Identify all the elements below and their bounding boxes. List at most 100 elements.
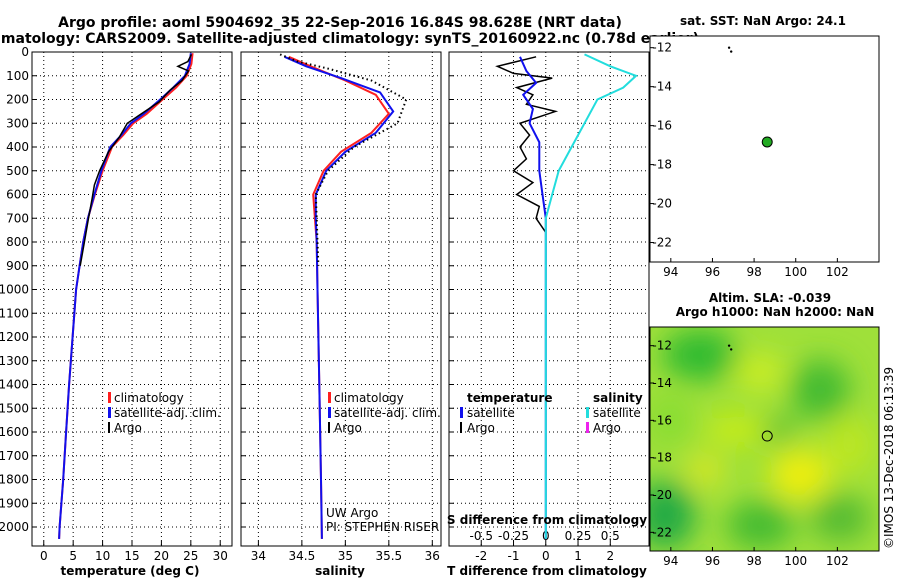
- legend-t-satellite: satellite: [467, 406, 515, 420]
- x-tick-label: 34: [251, 549, 266, 563]
- legend-salinity-title: salinity: [593, 391, 643, 405]
- x-tick-label-2: 0.5: [601, 529, 620, 543]
- y-tick-label: 1500: [0, 401, 29, 415]
- salinity-x-label: salinity: [315, 564, 365, 578]
- y-tick-label: 200: [6, 93, 29, 107]
- series-t-argo: [495, 56, 559, 266]
- x-tick-label: 25: [183, 549, 198, 563]
- series-climatology: [288, 55, 391, 539]
- difference-x-label-2: S difference from climatology: [447, 513, 647, 527]
- difference-chart: -2 -1 0 1 2-0.5 -0.25 0 0.25 0.5: [449, 51, 649, 563]
- x-tick-label-2: 0.25: [565, 529, 592, 543]
- temperature-chart: 0100200300400500600700800900100011001200…: [0, 45, 232, 563]
- temperature-legend: climatology satellite-adj. clim. Argo: [108, 391, 221, 435]
- map-y-tick-label: -20: [652, 197, 672, 211]
- x-tick-label: 10: [95, 549, 110, 563]
- map-y-tick-label: -16: [652, 413, 672, 427]
- y-tick-label: 1400: [0, 378, 29, 392]
- x-tick-label: 0: [542, 549, 550, 563]
- x-tick-label: -2: [475, 549, 487, 563]
- x-tick-label: -1: [508, 549, 520, 563]
- legend-climatology: climatology: [334, 391, 404, 405]
- legend-argo: Argo: [334, 421, 362, 435]
- track-point: [729, 50, 733, 53]
- y-tick-label: 1900: [0, 496, 29, 510]
- y-tick-label: 1200: [0, 330, 29, 344]
- track-point: [727, 46, 731, 49]
- map-x-tick-label: 100: [784, 554, 807, 568]
- series-s-satellite: [544, 53, 638, 539]
- sla-map-frame: [649, 326, 880, 552]
- sst-map: 94 96 98 100 102 -12 -14 -16 -18 -20 -22: [650, 41, 849, 279]
- x-tick-label: 1: [574, 549, 582, 563]
- salinity-panel: [240, 51, 442, 547]
- x-tick-label: 35: [338, 549, 353, 563]
- map-x-tick-label: 102: [826, 554, 849, 568]
- legend-s-argo: Argo: [593, 421, 621, 435]
- legend-swatch-satellite: [108, 407, 111, 418]
- map-x-tick-label: 96: [705, 265, 720, 279]
- map-x-tick-label: 98: [746, 554, 761, 568]
- map-x-tick-label: 96: [705, 554, 720, 568]
- salinity-legend: climatology satellite-adj. clim. Argo: [328, 391, 441, 435]
- track-point: [727, 344, 731, 347]
- series-argo: [279, 53, 408, 266]
- x-tick-label-2: -0.25: [498, 529, 529, 543]
- y-tick-label: 100: [6, 69, 29, 83]
- legend-swatch-s-argo: [586, 422, 589, 433]
- y-tick-label: 900: [6, 259, 29, 273]
- y-tick-label: 1300: [0, 354, 29, 368]
- map-y-tick-label: -22: [652, 525, 672, 539]
- legend-satellite: satellite-adj. clim.: [334, 406, 441, 420]
- x-tick-label: 0: [40, 549, 48, 563]
- legend-t-argo: Argo: [467, 421, 495, 435]
- x-tick-label: 35.5: [375, 549, 402, 563]
- y-tick-label: 1100: [0, 306, 29, 320]
- map-y-tick-label: -22: [652, 236, 672, 250]
- difference-legend: temperature satellite Argo salinity sate…: [460, 391, 643, 435]
- sla-heatmap: [650, 327, 879, 551]
- y-tick-label: 1000: [0, 283, 29, 297]
- map-y-tick-label: -20: [652, 488, 672, 502]
- legend-swatch-s-satellite: [586, 407, 589, 418]
- map-y-tick-label: -16: [652, 119, 672, 133]
- map-x-tick-label: 102: [826, 265, 849, 279]
- series-argo: [79, 54, 193, 266]
- legend-temperature-title: temperature: [467, 391, 552, 405]
- sst-map-title: sat. SST: NaN Argo: 24.1: [680, 14, 846, 28]
- legend-swatch-t-satellite: [460, 407, 463, 418]
- pi-annotation-line2: PI: STEPHEN RISER: [326, 520, 439, 534]
- y-tick-label: 300: [6, 116, 29, 130]
- legend-swatch-climatology: [108, 392, 111, 403]
- sla-map-title-1: Altim. SLA: -0.039: [709, 291, 831, 305]
- x-tick-label: 2: [606, 549, 614, 563]
- y-tick-label: 0: [21, 45, 29, 59]
- track-point: [729, 348, 733, 351]
- map-y-tick-label: -14: [652, 376, 672, 390]
- x-tick-label: 36: [425, 549, 440, 563]
- y-tick-label: 2000: [0, 520, 29, 534]
- legend-swatch-satellite: [328, 407, 331, 418]
- map-x-tick-label: 100: [784, 265, 807, 279]
- map-y-tick-label: -14: [652, 80, 672, 94]
- y-tick-label: 1800: [0, 473, 29, 487]
- difference-x-label: T difference from climatology: [447, 564, 647, 578]
- y-tick-label: 1600: [0, 425, 29, 439]
- map-x-tick-label: 98: [746, 265, 761, 279]
- temperature-x-label: temperature (deg C): [61, 564, 200, 578]
- chart-subtitle: Climatology: CARS2009. Satellite-adjuste…: [0, 31, 699, 47]
- sla-map: 94 96 98 100 102 -12 -14 -16 -18 -20 -22: [650, 339, 849, 568]
- sst-map-frame: [649, 35, 880, 263]
- map-x-tick-label: 94: [663, 265, 678, 279]
- x-tick-label: 15: [124, 549, 139, 563]
- legend-satellite: satellite-adj. clim.: [114, 406, 221, 420]
- y-tick-label: 600: [6, 188, 29, 202]
- legend-swatch-argo: [328, 422, 330, 433]
- y-tick-label: 800: [6, 235, 29, 249]
- y-tick-label: 700: [6, 211, 29, 225]
- map-x-tick-label: 94: [663, 554, 678, 568]
- x-tick-label: 34.5: [289, 549, 316, 563]
- x-tick-label: 30: [213, 549, 228, 563]
- legend-swatch-argo: [108, 422, 110, 433]
